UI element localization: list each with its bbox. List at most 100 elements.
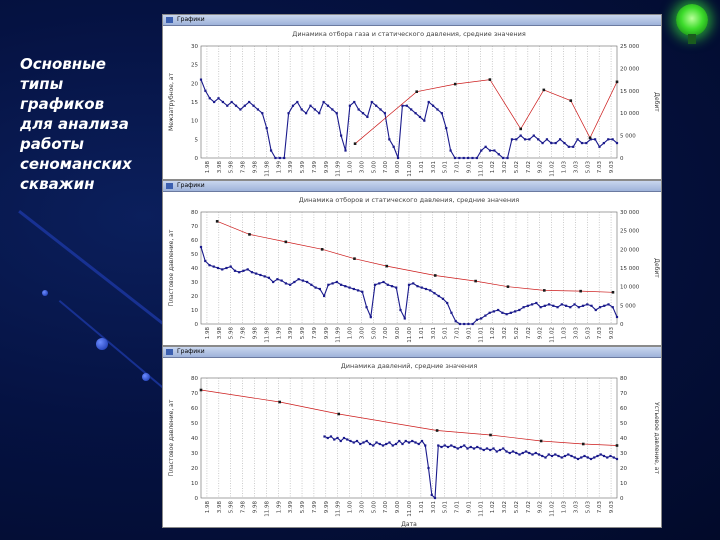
chart-title: Динамика отборов и статического давления… [299,196,520,204]
data-point [204,89,207,92]
window-title: Графики [177,182,205,189]
data-point [213,100,216,104]
data-point [289,283,292,286]
data-point [615,444,619,447]
data-point [379,108,382,111]
x-tick-label: 9.03 [609,161,615,174]
y2-tick-label: 30 [620,451,627,457]
y2-tick-label: 10 000 [620,111,640,117]
data-point [373,283,377,286]
data-point [353,100,356,104]
x-tick-label: 7.00 [383,161,389,174]
x-tick-label: 11.02 [550,501,556,517]
data-point [265,127,268,130]
data-point [544,456,547,459]
data-point [607,303,610,306]
data-point [528,138,531,141]
data-point [390,285,394,288]
x-tick-label: 5.01 [443,327,449,339]
data-point [355,439,359,443]
data-point [369,315,372,319]
data-point [531,303,534,306]
x-tick-label: 3.99 [288,327,294,340]
data-point [329,435,333,438]
y2-axis-label: Дебит [653,92,660,112]
x-tick-label: 3.99 [288,501,294,514]
data-point [385,264,389,268]
y-tick-label: 0 [195,156,199,162]
data-point [550,454,554,458]
data-point [412,282,415,285]
data-point [596,454,599,458]
data-point [506,285,510,288]
x-tick-label: 7.02 [526,501,532,513]
data-point [352,441,355,444]
y-tick-label: 50 [191,252,198,258]
window-titlebar[interactable]: Графики [163,181,661,192]
data-point [221,268,224,271]
data-point [505,313,508,316]
data-point [368,442,372,446]
data-point [474,279,477,283]
data-point [573,303,576,306]
data-point [433,292,436,295]
y2-tick-label: 30 000 [620,210,640,216]
x-tick-label: 5.03 [585,327,591,340]
data-point [547,453,550,456]
data-point [580,141,584,145]
y-tick-label: 80 [191,376,198,382]
x-tick-label: 3.98 [217,327,223,340]
x-tick-label: 3.02 [502,327,508,339]
data-point [398,439,401,443]
data-point [586,456,589,459]
data-point [357,108,360,111]
x-tick-label: 7.03 [597,327,603,340]
window-titlebar[interactable]: Графики [163,15,661,26]
data-point [424,444,427,447]
data-point [446,301,449,305]
data-point [443,444,446,447]
y2-tick-label: 20 000 [620,66,640,72]
x-tick-label: 3.00 [359,501,365,514]
data-point [331,282,334,285]
data-point [588,136,592,140]
x-tick-label: 3.00 [359,327,365,340]
chart-window-3: Графики Динамика давлений, средние значе… [162,346,662,528]
data-point [392,145,395,148]
x-tick-label: 9.01 [466,501,472,513]
data-point [242,269,245,272]
data-point [309,104,312,107]
chart-title: Динамика отбора газа и статического давл… [292,30,526,38]
data-point [475,318,479,321]
data-point [259,273,262,277]
x-tick-label: 3.03 [573,327,579,340]
y-axis-label: Пластовое давление, ат [168,399,175,476]
y2-tick-label: 15 000 [620,89,640,95]
y-tick-label: 20 [191,81,198,87]
data-point [226,104,229,107]
y2-axis-label: Устьевое давление, ат [653,402,660,474]
x-tick-label: 5.02 [514,161,520,173]
x-tick-label: 1.01 [419,161,425,173]
data-point [482,448,485,452]
data-point [612,456,615,459]
data-point [261,112,264,115]
data-point [378,282,381,285]
data-point [391,444,394,447]
x-tick-label: 7.99 [312,161,318,174]
data-point [300,108,303,111]
data-point [284,282,287,285]
data-point [471,322,474,326]
x-tick-label: 7.00 [383,327,389,340]
data-point [541,454,544,458]
data-point [515,138,518,141]
x-tick-label: 9.03 [609,327,615,340]
data-point [395,286,398,289]
data-point [458,322,462,326]
x-tick-label: 7.01 [455,501,461,513]
data-point [199,245,203,249]
window-titlebar[interactable]: Графики [163,347,661,358]
data-point [208,264,211,267]
data-point [335,112,338,115]
x-tick-label: 11.02 [550,161,556,177]
